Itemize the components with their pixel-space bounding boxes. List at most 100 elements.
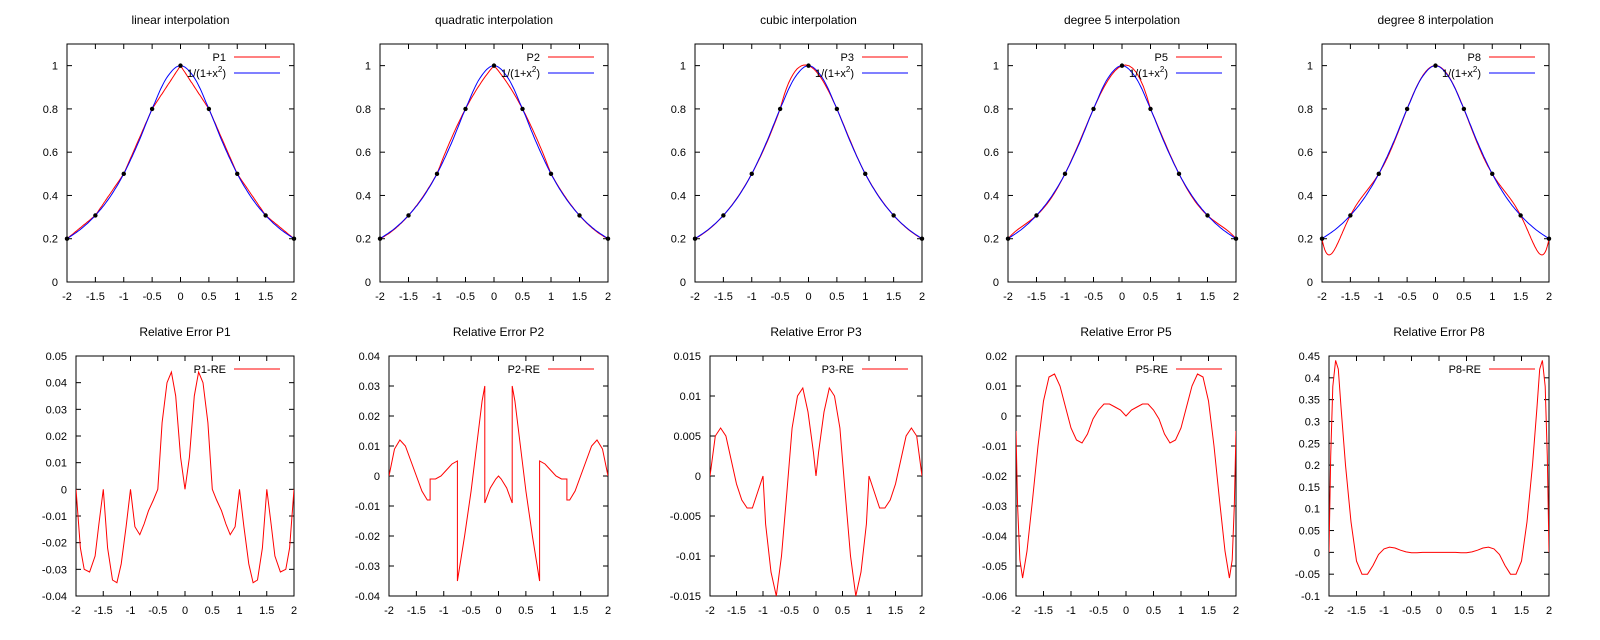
node-point <box>1433 63 1438 68</box>
y-tick-label: 0.015 <box>673 351 701 363</box>
series-line-p3-re <box>710 386 922 596</box>
x-tick-label: -1 <box>1379 605 1389 617</box>
legend-label: 1/(1+x2) <box>815 65 854 80</box>
node-point <box>919 236 925 241</box>
x-tick-label: 0.5 <box>829 291 844 303</box>
y-tick-label: 0.8 <box>984 104 999 116</box>
x-tick-label: 0 <box>805 291 811 303</box>
y-tick-label: 0.3 <box>1305 416 1320 428</box>
y-tick-label: 0.1 <box>1305 504 1320 516</box>
x-tick-label: 0 <box>1432 291 1438 303</box>
node-point <box>491 63 497 68</box>
chart-title: Relative Error P3 <box>770 325 862 339</box>
x-tick-label: 0.5 <box>201 291 216 303</box>
x-tick-label: 1 <box>866 605 872 617</box>
y-tick-label: 0.01 <box>359 441 380 453</box>
x-tick-label: 1.5 <box>1513 291 1528 303</box>
y-tick-label: 0 <box>1307 277 1313 289</box>
x-tick-label: 1 <box>548 291 554 303</box>
x-tick-label: 2 <box>291 291 297 303</box>
y-tick-label: -0.05 <box>1295 569 1320 581</box>
y-tick-label: -0.03 <box>42 564 67 576</box>
plot-area <box>1322 65 1549 256</box>
y-tick-label: 0.6 <box>1298 147 1313 159</box>
node-point <box>1005 236 1011 241</box>
x-tick-label: 1.5 <box>1514 605 1529 617</box>
node-point <box>291 236 297 241</box>
x-tick-label: 0 <box>1123 605 1129 617</box>
x-tick-label: 2 <box>919 291 925 303</box>
node-point <box>178 63 183 68</box>
node-point <box>463 106 468 112</box>
legend-label-tail: ) <box>850 68 854 80</box>
y-tick-label: 0 <box>695 471 701 483</box>
x-tick-label: 2 <box>1233 291 1239 303</box>
y-tick-label: 0.4 <box>1298 190 1313 202</box>
plot-frame <box>66 43 295 283</box>
series-line-1-1-x <box>695 65 922 240</box>
y-tick-label: 0.01 <box>46 458 67 470</box>
node-point <box>605 236 611 241</box>
legend-label-tail: ) <box>1477 68 1481 80</box>
y-tick-label: 0.2 <box>671 234 686 246</box>
x-tick-label: -0.5 <box>1084 291 1103 303</box>
y-tick-label: 0.04 <box>46 378 67 390</box>
y-tick-label: 0.04 <box>359 351 380 363</box>
node-point <box>1319 236 1325 241</box>
x-tick-label: 1.5 <box>258 291 273 303</box>
chart-title: degree 5 interpolation <box>1064 13 1180 27</box>
node-point <box>806 63 811 68</box>
legend-label: P8-RE <box>1449 364 1481 376</box>
legend-label: 1/(1+x2) <box>1442 65 1481 80</box>
legend-label: P1 <box>213 52 226 64</box>
x-tick-label: -0.5 <box>771 291 790 303</box>
y-tick-label: 0.2 <box>984 234 999 246</box>
series-line-p8-re <box>1329 360 1549 575</box>
y-tick-label: -0.01 <box>676 551 701 563</box>
plot-area <box>695 64 922 240</box>
y-tick-label: 0 <box>993 277 999 289</box>
x-tick-label: 0.5 <box>515 291 530 303</box>
x-tick-label: -1 <box>432 291 442 303</box>
legend-label: P8 <box>1468 52 1481 64</box>
x-tick-label: 0.5 <box>1146 605 1161 617</box>
x-tick-label: -2 <box>690 291 700 303</box>
panel-3: cubic interpolation -2 -1.5 -1 -0.5 0 0.5 1 1.5 2… <box>671 13 925 303</box>
y-tick-label: -0.04 <box>982 531 1007 543</box>
plot-frame <box>1007 43 1237 283</box>
legend-label: P5 <box>1155 52 1168 64</box>
y-tick-label: -0.06 <box>982 591 1007 603</box>
series-line-p8 <box>1322 65 1549 256</box>
series-line-p5 <box>1008 64 1236 240</box>
y-tick-label: 0.02 <box>986 351 1007 363</box>
node-point <box>1205 213 1210 218</box>
plot-area <box>76 370 294 584</box>
x-tick-label: 1.5 <box>572 291 587 303</box>
node-point <box>1348 213 1353 218</box>
x-tick-label: -2 <box>705 605 715 617</box>
y-tick-label: -0.02 <box>982 471 1007 483</box>
series-line-1-1-x <box>67 65 294 240</box>
plot-frame <box>694 43 923 283</box>
node-point <box>1461 106 1467 112</box>
node-point <box>692 236 698 241</box>
x-tick-label: -2 <box>62 291 72 303</box>
series-line-p1-re <box>76 370 294 584</box>
y-tick-label: 0.2 <box>43 234 58 246</box>
node-point <box>1376 171 1381 177</box>
chart-title: Relative Error P1 <box>139 325 231 339</box>
y-tick-label: -0.03 <box>355 561 380 573</box>
plot-area <box>710 386 922 596</box>
legend-label-base: 1/(1+x <box>1442 68 1473 80</box>
y-tick-label: 0.8 <box>43 104 58 116</box>
y-tick-label: 0.8 <box>1298 104 1313 116</box>
y-tick-label: 0.2 <box>1298 234 1313 246</box>
legend-label: 1/(1+x2) <box>501 65 540 80</box>
chart-title: cubic interpolation <box>760 13 857 27</box>
node-point <box>377 236 383 241</box>
x-tick-label: -1.5 <box>407 605 426 617</box>
node-point <box>548 171 554 177</box>
node-point <box>1091 106 1096 112</box>
x-tick-label: 2 <box>1546 605 1552 617</box>
y-tick-label: 0.03 <box>46 404 67 416</box>
